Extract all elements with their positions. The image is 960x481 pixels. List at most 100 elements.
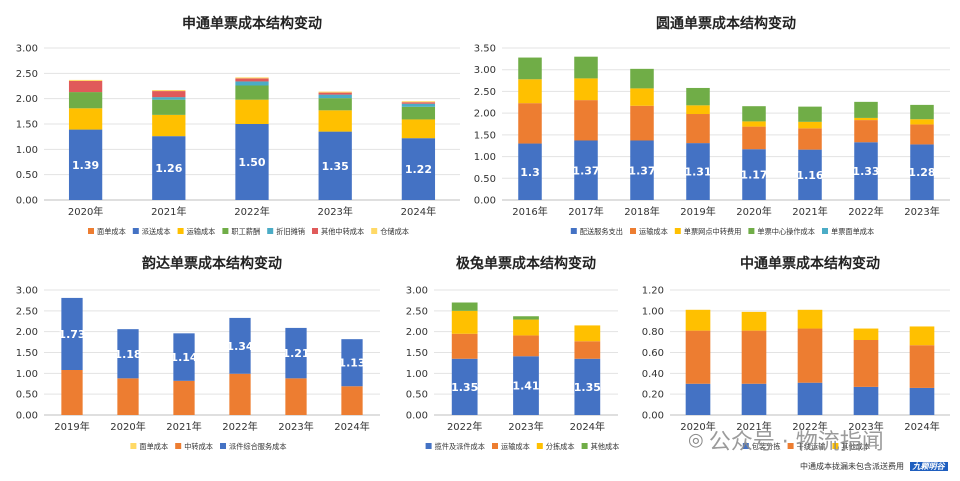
y-tick-label: 3.00 (474, 65, 496, 76)
y-tick-label: 0.50 (474, 174, 496, 185)
data-label: 1.14 (170, 351, 197, 364)
x-tick-label: 2024年 (334, 420, 369, 433)
legend-swatch (674, 228, 681, 234)
bar-运输成本-2018年 (630, 105, 654, 141)
legend-entry: 配送服务支出 (580, 227, 623, 236)
legend-entry: 运输成本 (187, 227, 216, 236)
bar-派送成本-2024年 (401, 138, 436, 200)
footnote-text: 中通成本拢漏未包含派送费用 (800, 462, 904, 471)
bar-派件综合服务成本-2019年 (61, 297, 83, 370)
bar-其他中转成本-2024年 (401, 102, 436, 104)
bar-中转成本-2023年 (285, 378, 307, 415)
bar-单票中心操作成本-2021年 (798, 106, 822, 122)
data-label: 1.21 (282, 347, 309, 360)
bar-单票网点中转费用-2019年 (686, 105, 710, 115)
legend-entry: 派件综合服务成本 (229, 442, 287, 451)
y-tick-label: 0.00 (16, 411, 38, 422)
bar-干线运输-2021年 (741, 330, 767, 384)
legend-entry: 仓储成本 (380, 227, 409, 236)
legend-swatch (222, 228, 229, 234)
legend-swatch (88, 228, 94, 234)
legend-swatch (130, 443, 137, 449)
legend-swatch (570, 228, 577, 234)
bar-运输成本-2016年 (518, 103, 542, 144)
legend-entry: 干线运输 (797, 442, 826, 451)
footnote-line: 中通成本拢漏未包含派送费用 九颗明谷 (800, 461, 948, 472)
data-label: 1.26 (155, 162, 182, 175)
bar-其他成本-2023年 (513, 316, 539, 320)
legend-entry: 其他中转成本 (321, 227, 364, 236)
x-tick-label: 2023年 (278, 420, 313, 433)
bar-单票中心操作成本-2019年 (686, 87, 710, 106)
legend-swatch (742, 443, 749, 449)
logo-text: 九颗明谷 (909, 462, 948, 471)
x-tick-label: 2020年 (110, 420, 145, 433)
legend-swatch (220, 443, 226, 449)
data-label: 1.13 (338, 357, 365, 370)
y-tick-label: 2.00 (474, 109, 496, 120)
legend-swatch (630, 228, 636, 234)
bar-包装分拣-2022年 (797, 382, 823, 415)
bar-单票中心操作成本-2018年 (630, 68, 654, 89)
x-tick-label: 2016年 (512, 205, 547, 218)
x-tick-label: 2022年 (234, 205, 269, 218)
chart-sto: 申通单票成本结构变动 0.00 0.50 1.00 1.50 2.00 2.50 3.00 1.… (16, 15, 460, 236)
legend-entry: 单票面单成本 (831, 227, 874, 236)
y-tick-label: 0.00 (474, 196, 496, 207)
data-label: 1.22 (405, 163, 432, 176)
legend-entry: 其他成本 (841, 442, 870, 451)
bar-配送服务支出-2020年 (742, 149, 766, 200)
x-tick-label: 2023年 (848, 420, 883, 433)
x-tick-label: 2021年 (166, 420, 201, 433)
bar-职工薪酬-2024年 (401, 106, 436, 120)
legend-entry: 揽件及派件成本 (435, 442, 485, 451)
bar-分拣成本-2023年 (513, 319, 539, 336)
bar-派件综合服务成本-2021年 (173, 333, 195, 381)
legend-swatch (425, 443, 432, 449)
bar-中转成本-2022年 (229, 373, 251, 415)
bar-折旧摊销-2023年 (318, 94, 352, 99)
bar-运输成本-2019年 (686, 114, 710, 144)
x-tick-label: 2021年 (792, 205, 827, 218)
legend-swatch (832, 443, 839, 449)
y-tick-label: 1.00 (474, 152, 496, 163)
data-label: 1.17 (740, 169, 767, 182)
bar-干线运输-2024年 (909, 345, 935, 388)
y-tick-label: 0.50 (16, 170, 38, 181)
x-tick-label: 2024年 (401, 205, 436, 218)
legend: 面单成本 派送成本 运输成本 职工薪酬 折旧摊销 其他中转成本 仓储成本 (88, 227, 409, 236)
bar-包装分拣-2021年 (741, 383, 767, 415)
legend-swatch (536, 443, 543, 449)
data-label: 1.33 (852, 165, 879, 178)
bar-其他中转成本-2023年 (318, 92, 352, 95)
bar-仓储成本-2020年 (68, 79, 103, 81)
bar-单票网点中转费用-2018年 (630, 88, 654, 106)
x-tick-label: 2023年 (904, 205, 939, 218)
bar-派送成本-2023年 (318, 131, 352, 200)
legend-swatch (492, 443, 498, 449)
y-tick-label: 3.00 (406, 286, 428, 297)
data-label: 1.37 (572, 164, 599, 177)
bar-配送服务支出-2016年 (518, 143, 542, 200)
bar-干线运输-2022年 (797, 328, 823, 383)
y-tick-label: 2.00 (16, 94, 38, 105)
x-tick-label: 2023年 (317, 205, 352, 218)
bar-配送服务支出-2021年 (798, 149, 822, 200)
x-tick-label: 2017年 (568, 205, 603, 218)
bar-包装分拣-2023年 (853, 386, 879, 415)
x-tick-label: 2022年 (222, 420, 257, 433)
legend-entry: 派送成本 (142, 227, 171, 236)
legend-swatch (787, 443, 794, 449)
x-tick-label: 2021年 (736, 420, 771, 433)
y-tick-label: 2.50 (406, 306, 428, 317)
legend-swatch (177, 228, 184, 234)
legend-swatch (175, 443, 182, 449)
legend-entry: 运输成本 (501, 442, 530, 451)
bar-其他成本-2022年 (451, 302, 478, 311)
bar-单票网点中转费用-2020年 (742, 121, 766, 127)
legend: 配送服务支出 运输成本 单票网点中转费用 单票中心操作成本 单票面单成本 (570, 227, 874, 236)
bar-职工薪酬-2022年 (235, 85, 269, 100)
legend-swatch (132, 228, 139, 234)
legend-entry: 中转成本 (184, 442, 213, 451)
y-tick-label: 3.00 (16, 44, 38, 55)
